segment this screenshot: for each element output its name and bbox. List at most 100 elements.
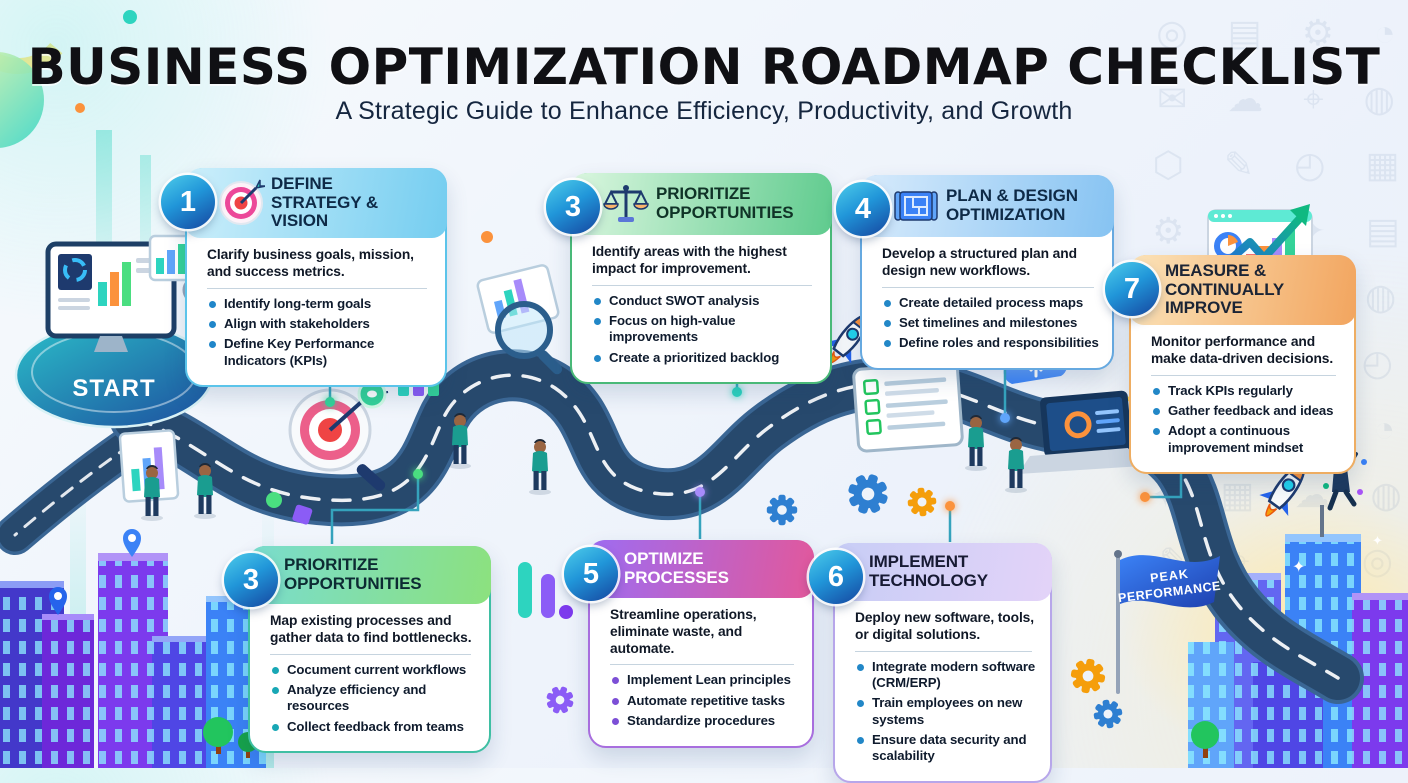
bullet-dot <box>272 723 279 731</box>
magnifier-chart <box>476 264 563 375</box>
card-title: PRIORITIZE OPPORTUNITIES <box>656 184 794 222</box>
card-measure-continually-improve: 7 MEASURE & CONTINUALLY IMPROVE Monitor p… <box>1105 255 1356 475</box>
list-item: Create detailed process maps <box>882 295 1100 311</box>
card-description: Monitor performance and make data-driven… <box>1151 334 1334 366</box>
card-optimize-processes: 5 OPTIMIZE PROCESSES Streamline operation… <box>564 540 814 748</box>
card-description: Identify areas with the highest impact f… <box>592 244 787 276</box>
card-description: Deploy new software, tools, or digital s… <box>855 610 1034 642</box>
list-item: Automate repetitive tasks <box>610 693 800 709</box>
bullet-dot <box>594 318 601 326</box>
bullet-dot <box>1153 387 1160 395</box>
list-item: Track KPIs regularly <box>1151 383 1342 399</box>
divider <box>882 286 1094 288</box>
list-item: Analyze efficiency and resources <box>270 682 477 715</box>
bullet-dot <box>857 700 864 708</box>
blueprint-icon <box>894 191 938 221</box>
bullet-dot <box>209 300 216 308</box>
bullet-dot <box>209 341 216 349</box>
card-define-strategy-vision: 1 DEFINE STRATEGY & VISION Clarify busine… <box>161 168 447 388</box>
card-header: DEFINE STRATEGY & VISION <box>185 168 447 239</box>
card-header: PLAN & DESIGN OPTIMIZATION <box>860 175 1114 237</box>
bullet-dot <box>272 687 279 695</box>
list-item: Create a prioritized backlog <box>592 350 818 366</box>
step-number-badge: 3 <box>224 553 278 607</box>
dashboard-monitor <box>45 234 210 352</box>
bullet-dot <box>884 340 891 348</box>
flag-label-1: PEAK <box>1149 567 1189 586</box>
card-header: PRIORITIZE OPPORTUNITIES <box>570 173 832 235</box>
card-implement-technology: 6 IMPLEMENT TECHNOLOGY Deploy new softwar… <box>809 543 1052 783</box>
bullet-dot <box>594 354 601 362</box>
bullet-dot <box>209 321 216 329</box>
list-item: Identify long-term goals <box>207 296 433 312</box>
list-item: Align with stakeholders <box>207 316 433 332</box>
divider <box>592 284 812 286</box>
balance-scale-icon <box>603 185 649 222</box>
card-prioritize-opportunities-top: 3 PRIORITIZE OPPORTUNITIES Identify areas… <box>546 173 832 385</box>
card-title: OPTIMIZE PROCESSES <box>624 549 729 587</box>
card-title: PRIORITIZE OPPORTUNITIES <box>284 555 422 593</box>
card-title: MEASURE & CONTINUALLY IMPROVE <box>1165 261 1284 318</box>
divider <box>270 653 471 655</box>
corner-ring-decoration <box>0 0 137 148</box>
tree <box>203 717 233 754</box>
card-description: Streamline operations, eliminate waste, … <box>610 607 757 656</box>
bullet-dot <box>1153 408 1160 416</box>
card-title: PLAN & DESIGN OPTIMIZATION <box>946 186 1078 224</box>
divider <box>610 664 794 666</box>
bullet-dot <box>612 718 619 726</box>
page-subtitle: A Strategic Guide to Enhance Efficiency,… <box>335 97 1073 125</box>
divider <box>855 650 1032 652</box>
card-header: OPTIMIZE PROCESSES <box>588 540 814 598</box>
list-item: Implement Lean principles <box>610 672 800 688</box>
bullet-dot <box>857 737 864 745</box>
step-number-badge: 7 <box>1105 262 1159 316</box>
bullet-dot <box>272 666 279 674</box>
step-number-badge: 4 <box>836 182 890 236</box>
divider <box>207 287 427 289</box>
bullet-dot <box>1153 428 1160 436</box>
target-magnifier <box>288 379 389 491</box>
bullet-dot <box>884 299 891 307</box>
card-description: Map existing processes and gather data t… <box>270 613 472 645</box>
card-description: Develop a structured plan and design new… <box>882 246 1077 278</box>
list-item: Define Key Performance Indicators (KPIs) <box>207 336 433 369</box>
city-left <box>0 529 266 768</box>
card-plan-design-optimization: 4 PLAN & DESIGN OPTIMIZATION Develop a st… <box>836 175 1114 370</box>
card-prioritize-opportunities-bottom: 3 PRIORITIZE OPPORTUNITIES Map existing p… <box>224 546 491 754</box>
peak-performance-flag: PEAK PERFORMANCE <box>1114 550 1222 694</box>
list-item: Train employees on new systems <box>855 695 1038 728</box>
bullet-dot <box>857 663 864 671</box>
list-item: Standardize procedures <box>610 713 800 729</box>
bullet-dot <box>884 320 891 328</box>
list-item: Conduct SWOT analysis <box>592 293 818 309</box>
page-title: BUSINESS OPTIMIZATION ROADMAP CHECKLIST <box>27 38 1381 96</box>
step-number-badge: 3 <box>546 180 600 234</box>
tree <box>1191 721 1219 758</box>
step-number-badge: 6 <box>809 550 863 604</box>
list-item: Define roles and responsibilities <box>882 335 1100 351</box>
card-header: PRIORITIZE OPPORTUNITIES <box>248 546 491 604</box>
card-header: MEASURE & CONTINUALLY IMPROVE <box>1129 255 1356 326</box>
list-item: Ensure data security and scalability <box>855 732 1038 765</box>
list-item: Gather feedback and ideas <box>1151 403 1342 419</box>
bullet-dot <box>612 697 619 705</box>
start-label: START <box>72 375 155 402</box>
target-icon <box>219 179 265 226</box>
sparkle: ✦ <box>1292 559 1305 576</box>
divider <box>1151 374 1336 376</box>
sparkle: ✦ <box>1372 533 1383 548</box>
card-title: DEFINE STRATEGY & VISION <box>271 174 378 231</box>
list-item: Adopt a continuous improvement mindset <box>1151 423 1342 456</box>
bullet-dot <box>594 297 601 305</box>
checklist-whiteboard <box>852 361 964 453</box>
list-item: Collect feedback from teams <box>270 719 477 735</box>
list-item: Cocument current workflows <box>270 662 477 678</box>
step-number-badge: 1 <box>161 175 215 229</box>
card-description: Clarify business goals, mission, and suc… <box>207 247 414 279</box>
card-title: IMPLEMENT TECHNOLOGY <box>869 552 988 590</box>
list-item: Integrate modern software (CRM/ERP) <box>855 659 1038 692</box>
bullet-dot <box>612 677 619 685</box>
step-number-badge: 5 <box>564 547 618 601</box>
